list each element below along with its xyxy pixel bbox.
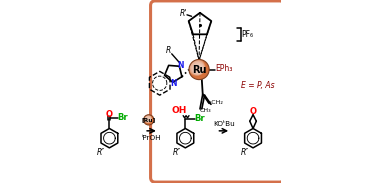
Circle shape (189, 59, 209, 80)
Circle shape (190, 60, 205, 75)
Circle shape (189, 59, 205, 76)
Circle shape (145, 116, 151, 122)
Text: PF₆: PF₆ (242, 30, 254, 39)
Text: [Ru]: [Ru] (142, 117, 156, 122)
Text: Br: Br (117, 113, 127, 122)
Circle shape (144, 115, 152, 123)
FancyBboxPatch shape (150, 1, 284, 182)
Text: E = P, As: E = P, As (241, 81, 274, 90)
Circle shape (146, 117, 151, 122)
Text: KOᵗBu: KOᵗBu (213, 121, 235, 126)
Circle shape (193, 64, 203, 74)
Circle shape (144, 115, 152, 123)
Text: EPh₃: EPh₃ (215, 64, 232, 73)
Text: CH₃: CH₃ (200, 108, 211, 113)
Text: O: O (249, 107, 257, 116)
Circle shape (144, 115, 154, 125)
Text: N: N (177, 61, 184, 70)
Text: R″: R″ (241, 148, 249, 157)
Text: R: R (166, 46, 171, 55)
Text: OH: OH (172, 106, 187, 115)
Text: O: O (106, 109, 113, 119)
Circle shape (192, 63, 204, 74)
Circle shape (146, 117, 151, 122)
Circle shape (143, 114, 152, 123)
Text: N: N (170, 79, 177, 88)
Text: ⁱPrOH: ⁱPrOH (142, 135, 161, 141)
Text: R″: R″ (173, 148, 181, 157)
Text: =CH₂: =CH₂ (206, 100, 223, 105)
Text: R': R' (180, 9, 187, 18)
Circle shape (145, 116, 151, 122)
Text: R″: R″ (97, 148, 105, 157)
Circle shape (191, 62, 204, 74)
Circle shape (144, 116, 152, 123)
Circle shape (194, 64, 203, 74)
Circle shape (188, 59, 205, 76)
Text: Br: Br (195, 114, 205, 124)
Circle shape (191, 61, 204, 75)
Text: Ru: Ru (192, 65, 206, 74)
